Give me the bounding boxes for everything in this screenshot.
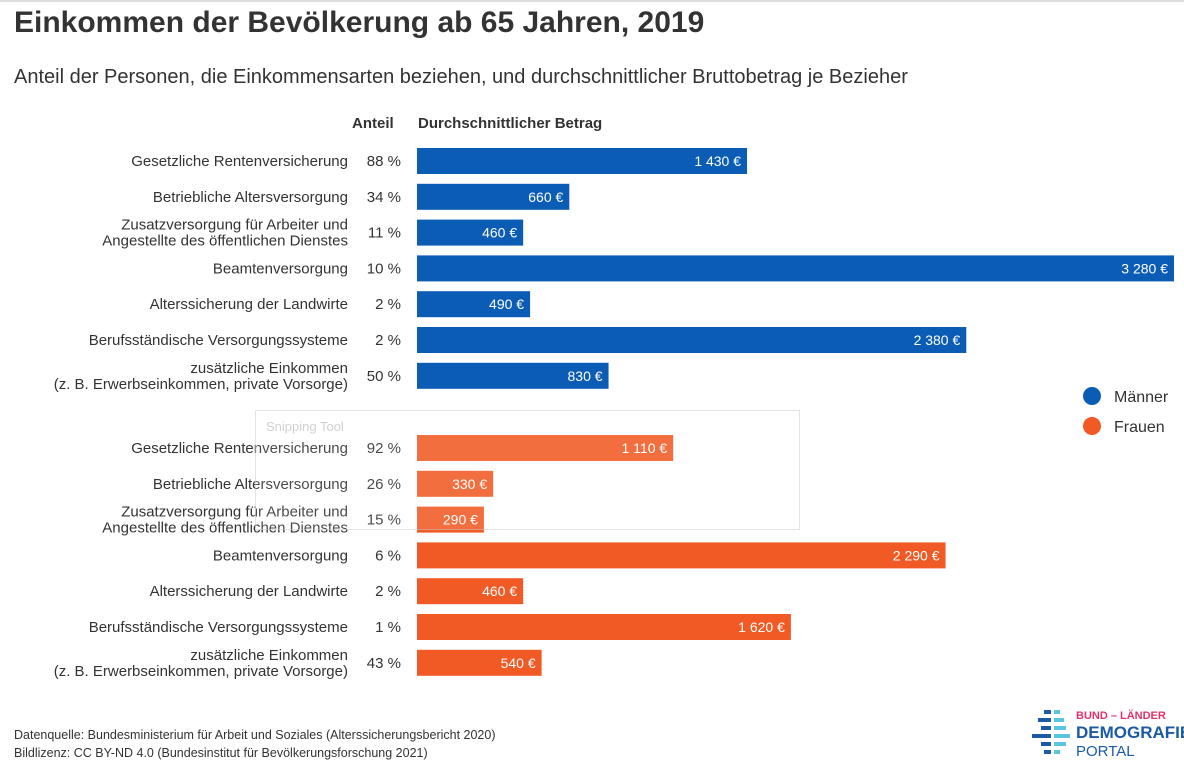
bar-frauen bbox=[417, 542, 946, 569]
share-label: 92 % bbox=[367, 440, 401, 457]
chart-subtitle: Anteil der Personen, die Einkommensarten… bbox=[14, 66, 908, 88]
share-label: 2 % bbox=[375, 332, 401, 349]
bar-maenner bbox=[417, 148, 748, 174]
bar-value-label: 3 280 € bbox=[1121, 260, 1168, 276]
bar-maenner bbox=[417, 255, 1174, 282]
bar-value-label: 660 € bbox=[528, 189, 563, 205]
bar-frauen bbox=[417, 614, 791, 640]
bar-value-label: 1 430 € bbox=[694, 153, 741, 169]
share-column-header: Anteil bbox=[352, 115, 394, 132]
bar-value-label: 330 € bbox=[452, 476, 487, 492]
share-label: 15 % bbox=[367, 512, 401, 529]
category-label: Zusatzversorgung für Arbeiter und bbox=[121, 504, 348, 521]
category-label: Berufsständische Versorgungssysteme bbox=[89, 619, 348, 636]
bar-frauen bbox=[417, 470, 494, 497]
share-label: 50 % bbox=[367, 368, 401, 385]
category-label: zusätzliche Einkommen bbox=[190, 360, 348, 377]
category-label: Gesetzliche Rentenversicherung bbox=[131, 153, 348, 170]
category-label: Angestellte des öffentlichen Dienstes bbox=[102, 520, 348, 537]
legend-label: Frauen bbox=[1114, 419, 1165, 436]
category-label: Alterssicherung der Landwirte bbox=[150, 296, 348, 313]
share-label: 1 % bbox=[375, 619, 401, 636]
amount-column-header: Durchschnittlicher Betrag bbox=[418, 115, 603, 132]
share-label: 88 % bbox=[367, 153, 401, 170]
logo-text-3: PORTAL bbox=[1076, 743, 1135, 760]
legend-marker bbox=[1083, 417, 1101, 435]
category-label: Betriebliche Altersversorgung bbox=[153, 189, 348, 206]
share-label: 2 % bbox=[375, 583, 401, 600]
bar-value-label: 1 620 € bbox=[738, 619, 785, 635]
share-label: 11 % bbox=[368, 225, 401, 242]
share-label: 6 % bbox=[375, 547, 401, 564]
legend-marker bbox=[1083, 387, 1101, 405]
logo-text-2: DEMOGRAFIE bbox=[1076, 723, 1184, 742]
share-label: 10 % bbox=[367, 260, 401, 277]
bar-maenner bbox=[417, 291, 531, 318]
share-label: 26 % bbox=[367, 476, 401, 493]
logo-text-1: BUND – LÄNDER bbox=[1076, 710, 1166, 722]
bar-value-label: 460 € bbox=[482, 225, 517, 241]
share-label: 43 % bbox=[367, 655, 401, 672]
bar-frauen bbox=[417, 506, 484, 533]
source-line: Datenquelle: Bundesministerium für Arbei… bbox=[14, 728, 496, 742]
category-label: Beamtenversorgung bbox=[213, 260, 348, 277]
category-label: Betriebliche Altersversorgung bbox=[153, 476, 348, 493]
category-label: (z. B. Erwerbseinkommen, private Vorsorg… bbox=[54, 663, 348, 680]
bar-frauen bbox=[417, 578, 524, 605]
share-label: 34 % bbox=[367, 189, 401, 206]
chart-title: Einkommen der Bevölkerung ab 65 Jahren, … bbox=[14, 6, 705, 39]
category-label: zusätzliche Einkommen bbox=[190, 647, 348, 664]
category-label: (z. B. Erwerbseinkommen, private Vorsorg… bbox=[54, 376, 348, 393]
bar-frauen bbox=[417, 649, 542, 676]
bar-value-label: 490 € bbox=[489, 296, 524, 312]
category-label: Beamtenversorgung bbox=[213, 547, 348, 564]
bar-value-label: 1 110 € bbox=[622, 440, 668, 456]
bar-value-label: 2 380 € bbox=[914, 332, 961, 348]
category-label: Alterssicherung der Landwirte bbox=[150, 583, 348, 600]
source-note: Datenquelle: Bundesministerium für Arbei… bbox=[14, 726, 496, 762]
category-label: Gesetzliche Rentenversicherung bbox=[131, 440, 348, 457]
bar-maenner bbox=[417, 183, 570, 210]
snipping-tool-overlay[interactable]: Snipping Tool bbox=[255, 410, 800, 530]
category-label: Angestellte des öffentlichen Dienstes bbox=[102, 233, 348, 250]
legend-label: Männer bbox=[1114, 389, 1169, 406]
bar-maenner bbox=[417, 219, 524, 246]
logo-mark-icon bbox=[1032, 710, 1070, 754]
bar-value-label: 460 € bbox=[482, 583, 517, 599]
license-line: Bildlizenz: CC BY-ND 4.0 (Bundesinstitut… bbox=[14, 746, 428, 760]
category-label: Zusatzversorgung für Arbeiter und bbox=[121, 217, 348, 234]
snipping-tool-label: Snipping Tool bbox=[266, 419, 344, 434]
bar-maenner bbox=[417, 327, 967, 353]
bar-value-label: 290 € bbox=[443, 512, 478, 528]
bar-value-label: 540 € bbox=[501, 655, 536, 671]
share-label: 2 % bbox=[375, 296, 401, 313]
bar-frauen bbox=[417, 435, 674, 461]
bar-value-label: 830 € bbox=[568, 368, 603, 384]
bar-value-label: 2 290 € bbox=[893, 547, 940, 563]
category-label: Berufsständische Versorgungssysteme bbox=[89, 332, 348, 349]
bar-maenner bbox=[417, 362, 609, 389]
